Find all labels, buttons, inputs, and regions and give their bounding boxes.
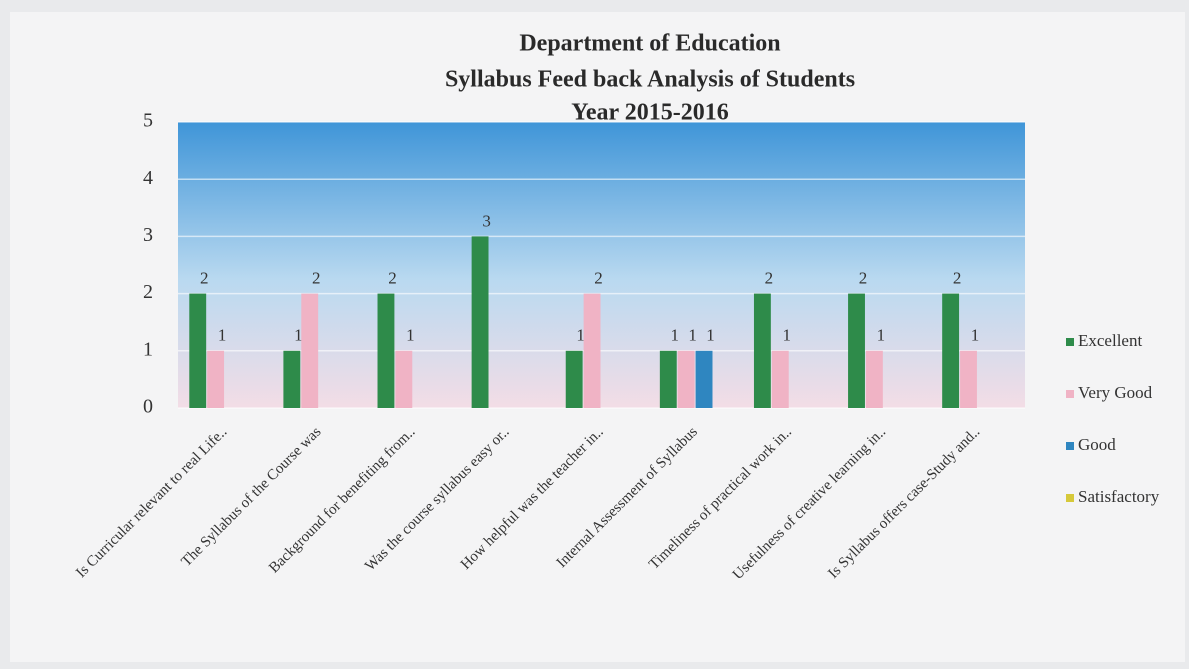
bar <box>848 293 865 408</box>
y-tick-label: 4 <box>143 167 153 189</box>
y-tick-label: 5 <box>143 110 153 132</box>
bar <box>583 293 601 408</box>
data-label: 2 <box>312 269 321 288</box>
data-label: 2 <box>953 269 962 288</box>
bar <box>695 350 713 408</box>
legend-label: Good <box>1078 435 1116 454</box>
data-label: 1 <box>688 326 697 345</box>
bar <box>753 293 771 408</box>
bar <box>395 350 413 408</box>
data-label: 2 <box>859 269 868 288</box>
bar <box>865 350 883 408</box>
data-label: 2 <box>765 269 774 288</box>
bar <box>659 350 677 408</box>
bar <box>565 350 583 408</box>
y-tick-label: 3 <box>143 224 153 246</box>
legend-swatch <box>1066 494 1074 502</box>
legend-swatch <box>1066 338 1074 346</box>
data-label: 1 <box>971 326 980 345</box>
bar <box>677 350 695 408</box>
chart-title: Syllabus Feed back Analysis of Students <box>445 67 855 93</box>
bar <box>771 350 789 408</box>
data-label: 1 <box>406 326 415 345</box>
y-tick-label: 1 <box>143 338 153 360</box>
legend-label: Satisfactory <box>1078 487 1160 506</box>
data-label: 1 <box>218 326 227 345</box>
data-label: 3 <box>482 211 491 230</box>
chart-title: Year 2015-2016 <box>571 100 729 126</box>
legend-swatch <box>1066 390 1074 398</box>
bar <box>189 293 207 408</box>
bar <box>283 350 301 408</box>
bar <box>942 293 960 408</box>
bar <box>960 350 977 408</box>
data-label: 1 <box>294 326 303 345</box>
data-label: 2 <box>594 269 603 288</box>
chart-title: Department of Education <box>519 31 780 57</box>
data-label: 2 <box>388 269 397 288</box>
data-label: 1 <box>877 326 886 345</box>
y-tick-label: 0 <box>143 396 153 418</box>
legend-label: Excellent <box>1078 331 1142 350</box>
data-label: 1 <box>706 326 715 345</box>
bar <box>207 350 225 408</box>
data-label: 2 <box>200 269 209 288</box>
legend-swatch <box>1066 442 1074 450</box>
legend-label: Very Good <box>1078 383 1153 402</box>
bar <box>377 293 395 408</box>
data-label: 1 <box>783 326 792 345</box>
plot-area <box>178 122 1025 408</box>
bar <box>471 236 489 408</box>
y-tick-label: 2 <box>143 281 153 303</box>
data-label: 1 <box>671 326 680 345</box>
data-label: 1 <box>576 326 585 345</box>
bar <box>301 293 319 408</box>
